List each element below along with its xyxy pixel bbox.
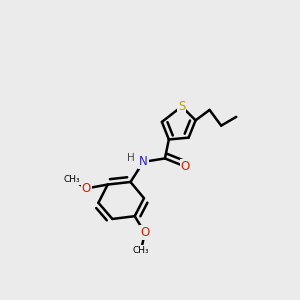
- Text: O: O: [181, 160, 190, 173]
- Text: CH₃: CH₃: [133, 246, 149, 255]
- Text: N: N: [139, 155, 148, 168]
- Text: O: O: [140, 226, 149, 239]
- Text: O: O: [82, 182, 91, 195]
- Text: H: H: [127, 153, 134, 163]
- Text: S: S: [178, 100, 185, 113]
- Text: CH₃: CH₃: [64, 175, 80, 184]
